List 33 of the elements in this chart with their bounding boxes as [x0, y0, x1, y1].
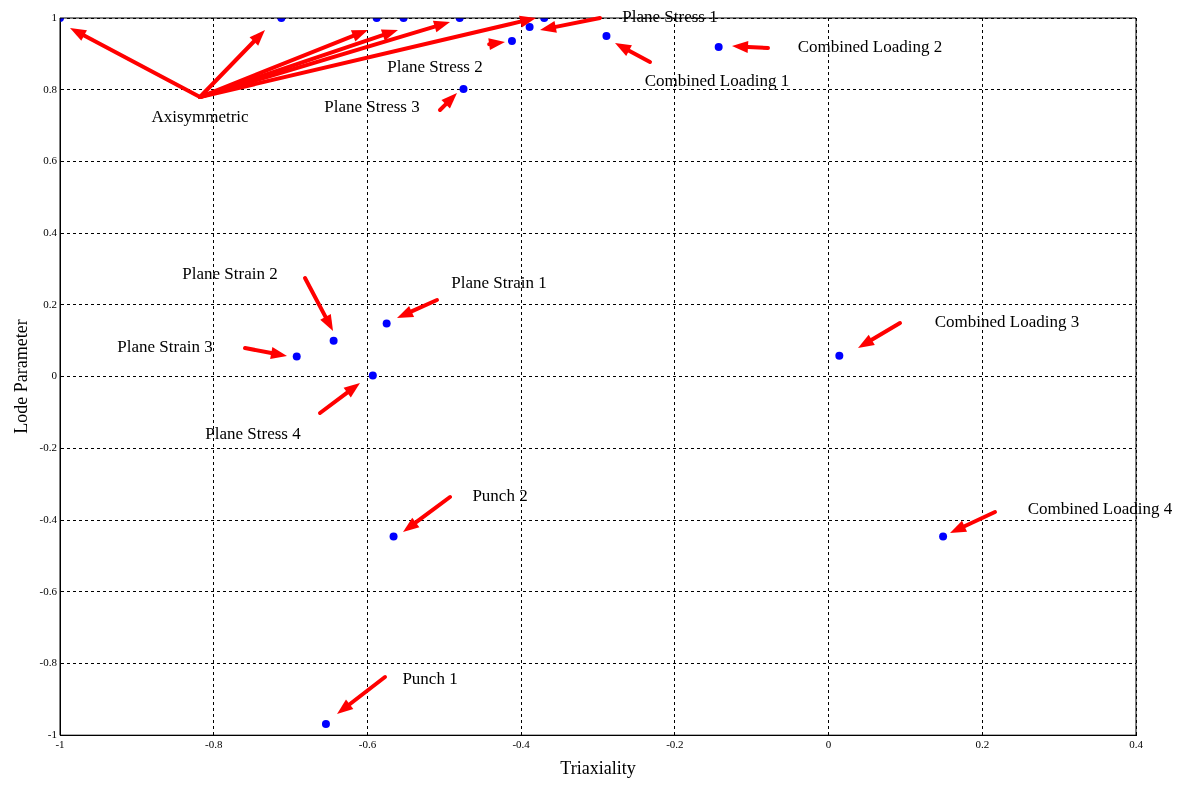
annotation: Combined Loading 2 — [797, 37, 943, 57]
y-tick-label: 0 — [51, 369, 58, 382]
annotation: Combined Loading 1 — [644, 71, 790, 91]
annotation: Plane Stress 2 — [387, 57, 483, 77]
x-tick-label: 0 — [825, 737, 832, 750]
annotation: Punch 1 — [402, 669, 458, 689]
y-tick-label: 0.4 — [43, 226, 58, 239]
annotation: Plane Stress 3 — [324, 97, 420, 117]
x-tick-label: 0.4 — [1129, 737, 1144, 750]
annotation: Combined Loading 4 — [1027, 499, 1173, 519]
y-tick-label: 0.8 — [43, 82, 58, 95]
y-tick-label: 1 — [51, 10, 58, 23]
x-tick-label: -0.2 — [666, 737, 684, 750]
x-tick-label: -0.4 — [512, 737, 531, 750]
x-axis-title: Triaxiality — [560, 757, 636, 778]
annotation: Plane Strain 1 — [451, 273, 547, 293]
y-tick-label: 0.6 — [43, 154, 58, 167]
y-tick-label: 0.2 — [43, 297, 58, 310]
annotation: Plane Strain 3 — [117, 337, 213, 357]
annotation: Plane Stress 1 — [622, 7, 718, 27]
y-tick-label: -0.8 — [39, 656, 58, 669]
annotation: Axisymmetric — [151, 107, 250, 127]
y-tick-label: -0.2 — [39, 441, 58, 454]
annotation: Plane Strain 2 — [182, 264, 278, 284]
y-tick-label: -1 — [47, 728, 58, 741]
x-tick-label: 0.2 — [975, 737, 990, 750]
annotation: Plane Stress 4 — [205, 424, 302, 444]
y-tick-label: -0.6 — [39, 584, 58, 597]
x-tick-label: -0.8 — [205, 737, 223, 750]
y-tick-label: -0.4 — [39, 512, 58, 525]
x-tick-label: -0.6 — [358, 737, 377, 750]
y-axis-title: Lode Parameter — [10, 319, 31, 434]
annotation: Combined Loading 3 — [934, 312, 1080, 332]
